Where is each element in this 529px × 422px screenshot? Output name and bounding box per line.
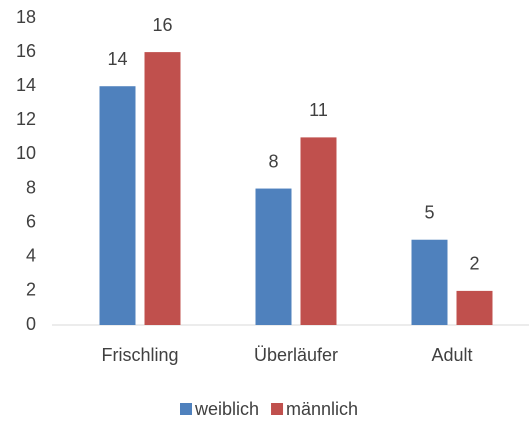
legend-swatch	[271, 403, 284, 415]
x-tick-label: Adult	[431, 345, 472, 365]
data-label: 16	[152, 15, 172, 35]
bar	[411, 239, 448, 325]
legend-label: weiblich	[194, 399, 259, 419]
data-label: 14	[107, 49, 127, 69]
x-tick-label: Überläufer	[254, 345, 338, 365]
bar	[255, 188, 292, 325]
y-tick-label: 16	[16, 41, 36, 61]
legend-swatch	[180, 403, 192, 415]
y-tick-label: 18	[16, 7, 36, 27]
y-tick-label: 12	[16, 109, 36, 129]
legend-label: männlich	[286, 399, 358, 419]
bar	[99, 86, 136, 325]
data-label: 8	[268, 151, 278, 171]
y-tick-label: 2	[26, 280, 36, 300]
y-tick-label: 0	[26, 314, 36, 334]
y-tick-label: 6	[26, 211, 36, 231]
data-label: 5	[424, 202, 434, 222]
y-tick-label: 14	[16, 75, 36, 95]
bar	[300, 137, 337, 325]
data-label: 2	[469, 254, 479, 274]
y-tick-label: 4	[26, 246, 36, 266]
bar	[456, 290, 493, 325]
y-tick-label: 10	[16, 143, 36, 163]
x-tick-label: Frischling	[101, 345, 178, 365]
bar	[144, 52, 181, 325]
data-label: 11	[309, 100, 328, 120]
y-tick-label: 8	[26, 177, 36, 197]
